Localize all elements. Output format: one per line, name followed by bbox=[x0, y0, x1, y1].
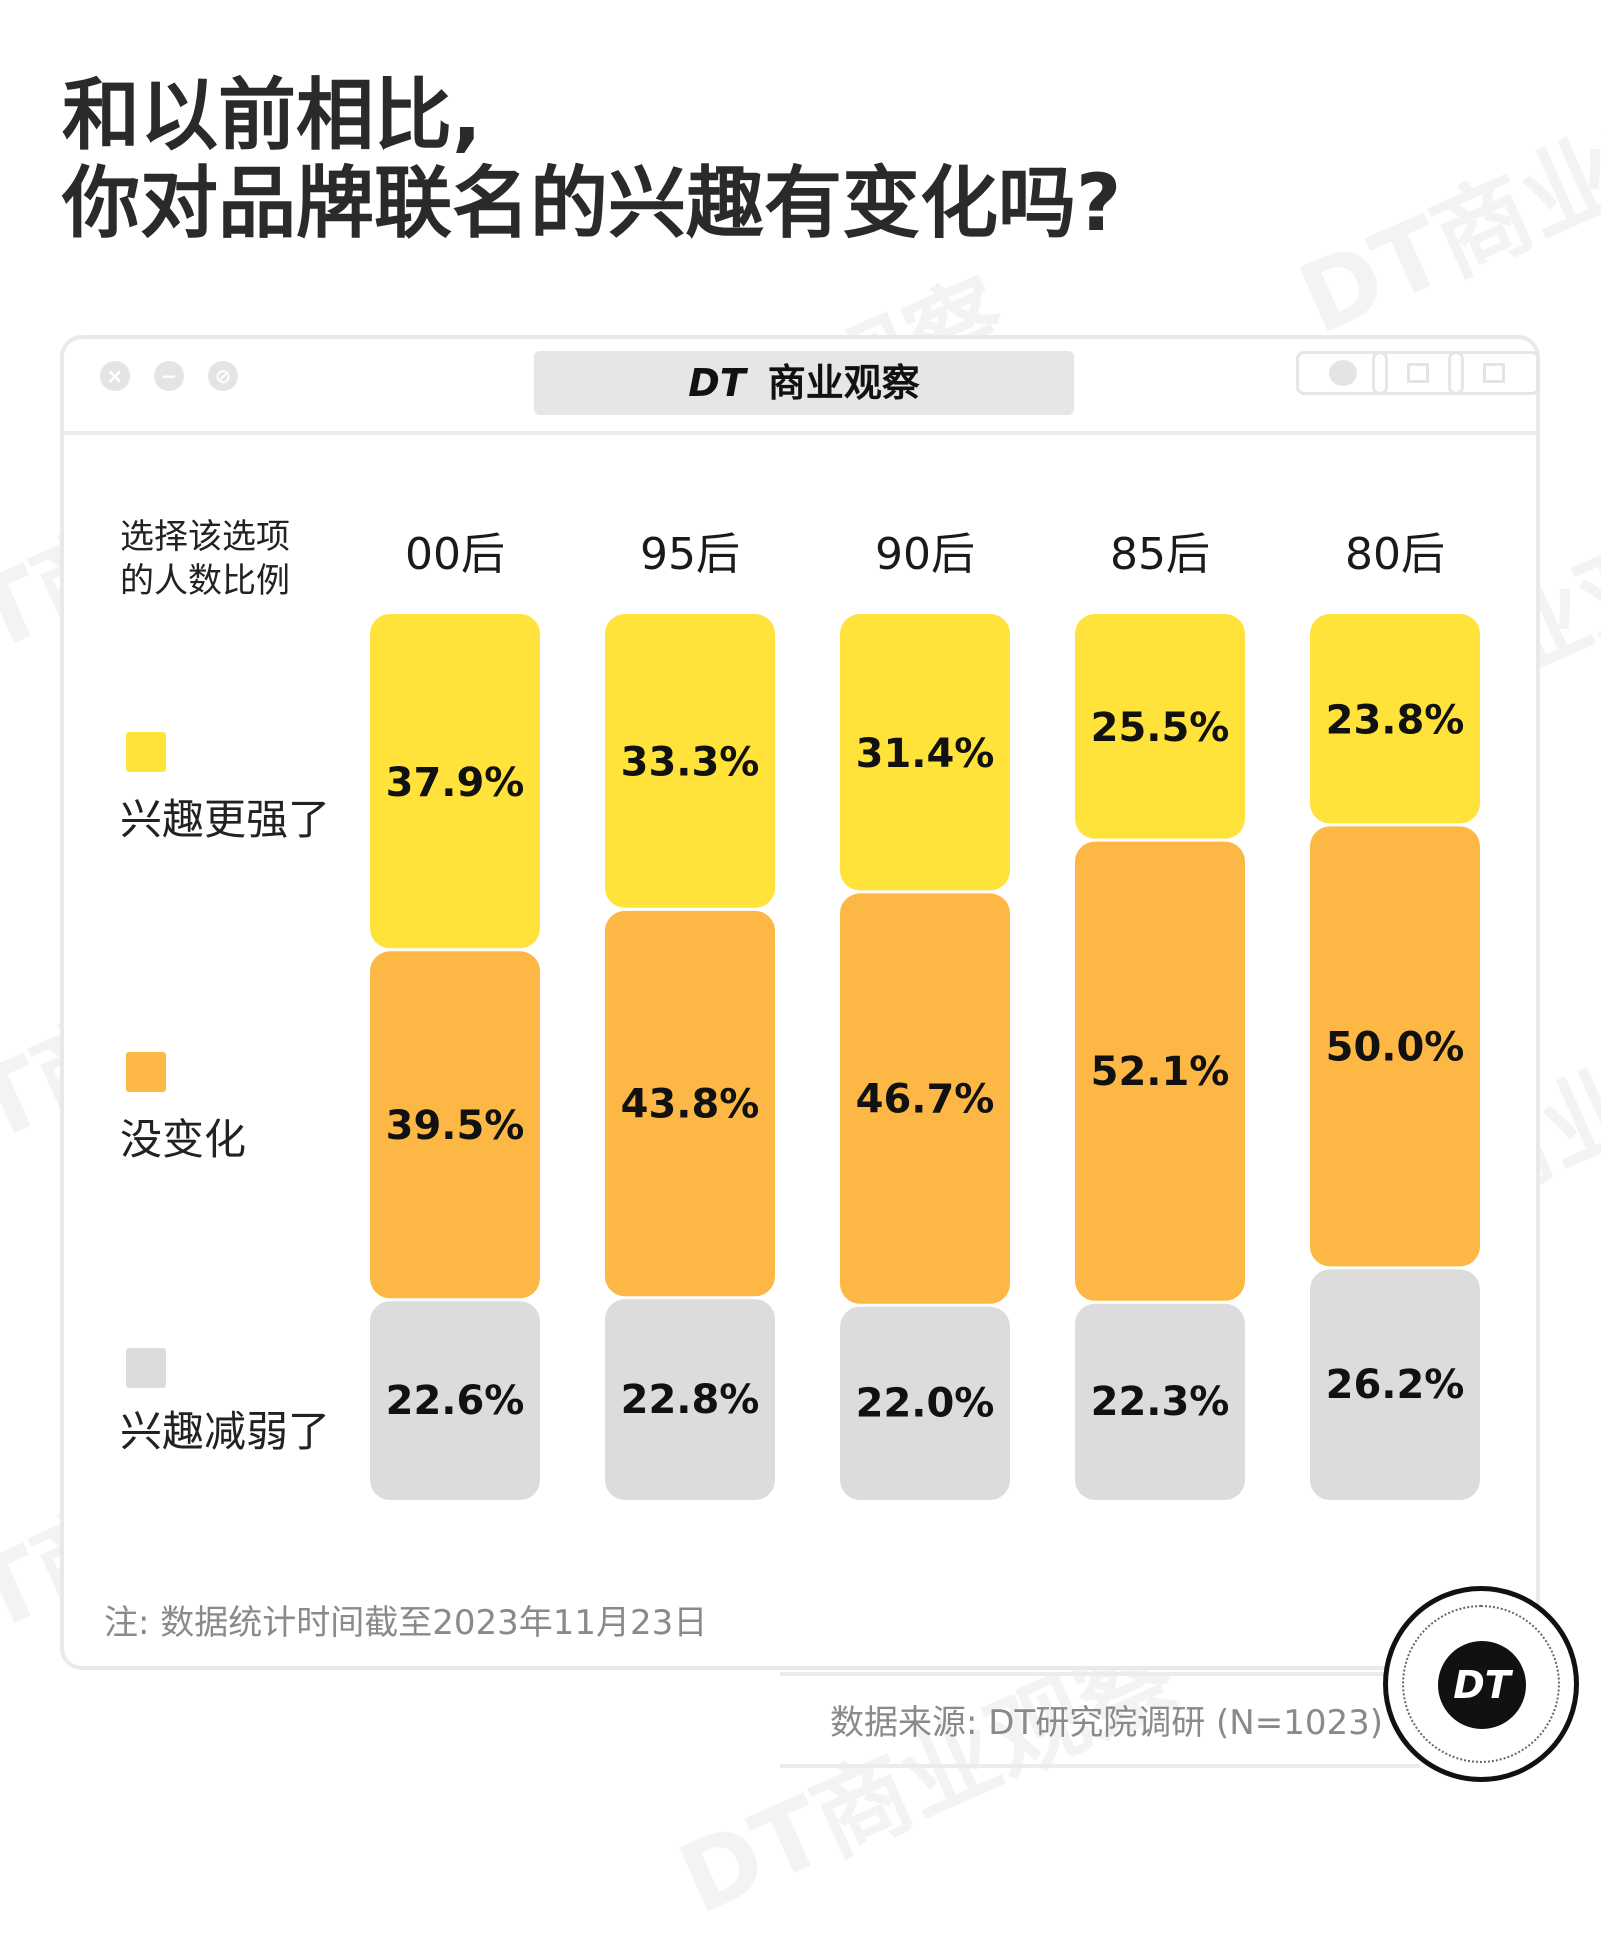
legend-label-stronger: 兴趣更强了 bbox=[120, 795, 331, 844]
dt-logo: DT bbox=[1383, 1586, 1579, 1782]
data-label-90-weaker: 22.0% bbox=[856, 1381, 995, 1427]
source-frame bbox=[780, 1672, 1420, 1768]
bar-segment-00-stronger bbox=[370, 614, 540, 949]
legend-swatch-unchanged bbox=[126, 1052, 166, 1092]
close-icon[interactable]: × bbox=[100, 361, 130, 391]
bar-segment-90-unchanged bbox=[840, 893, 1010, 1304]
window-titlebar: × − ⊘ DT 商业观察 bbox=[64, 339, 1540, 435]
data-label-95-unchanged: 43.8% bbox=[621, 1082, 760, 1128]
legend-label-unchanged: 没变化 bbox=[120, 1115, 247, 1164]
brand-bar: DT 商业观察 bbox=[534, 351, 1074, 415]
legend-swatch-stronger bbox=[126, 732, 166, 772]
data-label-85-stronger: 25.5% bbox=[1091, 705, 1230, 751]
stacked-bar-chart: 37.9% 39.5% 22.6% 33.3% 43.8% 22.8% 31.4% 46.7%… bbox=[370, 614, 1480, 1500]
bar-segment-80-unchanged bbox=[1310, 826, 1480, 1267]
bar-segment-80-stronger bbox=[1310, 614, 1480, 824]
share-icon[interactable] bbox=[1372, 351, 1464, 395]
title-line-2: 你对品牌联名的兴趣有变化吗? bbox=[62, 159, 1122, 249]
bar-segment-00-weaker bbox=[370, 1301, 540, 1500]
data-label-00-weaker: 22.6% bbox=[386, 1378, 525, 1424]
category-label-90: 90后 bbox=[875, 529, 975, 580]
bar-segment-90-stronger bbox=[840, 614, 1010, 891]
data-label-80-weaker: 26.2% bbox=[1326, 1362, 1465, 1408]
minimize-icon[interactable]: − bbox=[154, 361, 184, 391]
category-label-80: 80后 bbox=[1345, 529, 1445, 580]
footnote: 注: 数据统计时间截至2023年11月23日 bbox=[104, 1603, 708, 1643]
browser-window: × − ⊘ DT 商业观察 bbox=[60, 335, 1540, 1670]
brand-name: 商业观察 bbox=[767, 361, 920, 405]
bar-segment-95-weaker bbox=[605, 1299, 775, 1500]
data-label-80-unchanged: 50.0% bbox=[1326, 1024, 1465, 1070]
bar-segment-00-unchanged bbox=[370, 951, 540, 1299]
data-label-90-stronger: 31.4% bbox=[856, 731, 995, 777]
bar-segment-85-unchanged bbox=[1075, 841, 1245, 1301]
bar-segment-90-weaker bbox=[840, 1306, 1010, 1500]
data-label-85-unchanged: 52.1% bbox=[1091, 1049, 1230, 1095]
block-icon[interactable]: ⊘ bbox=[208, 361, 238, 391]
logo-ring bbox=[1402, 1605, 1560, 1763]
page-title: 和以前相比, 你对品牌联名的兴趣有变化吗? bbox=[62, 72, 1121, 248]
brand-dt: DT bbox=[688, 361, 746, 405]
title-line-1: 和以前相比, bbox=[62, 71, 482, 161]
bar-segment-85-stronger bbox=[1075, 614, 1245, 839]
data-label-80-stronger: 23.8% bbox=[1326, 697, 1465, 743]
logo-text: DT bbox=[1438, 1641, 1526, 1729]
category-label-85: 85后 bbox=[1110, 529, 1210, 580]
legend-label-weaker: 兴趣减弱了 bbox=[120, 1407, 331, 1456]
y-axis-caption: 选择该选项的人数比例 bbox=[120, 517, 290, 601]
data-label-95-weaker: 22.8% bbox=[621, 1377, 760, 1423]
copy-icon[interactable] bbox=[1448, 351, 1540, 395]
data-label-00-stronger: 37.9% bbox=[386, 760, 525, 806]
bar-segment-95-stronger bbox=[605, 614, 775, 908]
data-label-95-stronger: 33.3% bbox=[621, 740, 760, 786]
category-label-00: 00后 bbox=[405, 529, 505, 580]
record-icon[interactable] bbox=[1296, 351, 1388, 395]
bar-segment-85-weaker bbox=[1075, 1303, 1245, 1500]
data-label-00-unchanged: 39.5% bbox=[386, 1103, 525, 1149]
data-label-85-weaker: 22.3% bbox=[1091, 1379, 1230, 1425]
data-label-90-unchanged: 46.7% bbox=[856, 1077, 995, 1123]
bar-segment-95-unchanged bbox=[605, 910, 775, 1297]
data-source: 数据来源: DT研究院调研 (N=1023) bbox=[830, 1703, 1383, 1743]
bar-segment-80-weaker bbox=[1310, 1269, 1480, 1500]
legend-swatch-weaker bbox=[126, 1348, 166, 1388]
category-label-95: 95后 bbox=[640, 529, 740, 580]
